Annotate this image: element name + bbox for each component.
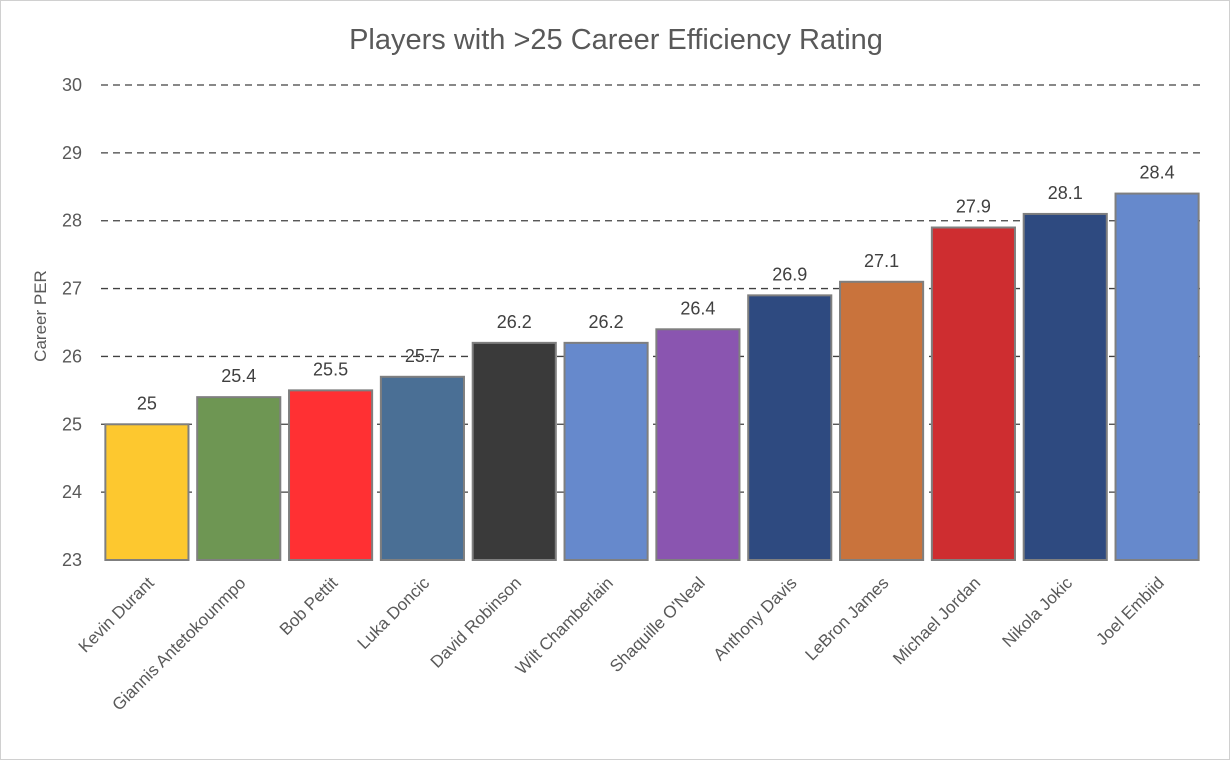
bar xyxy=(288,389,374,561)
data-label: 27.1 xyxy=(864,251,899,271)
y-tick-label: 25 xyxy=(62,414,82,434)
x-tick-label: Joel Embiid xyxy=(1092,573,1168,649)
data-label: 25.4 xyxy=(221,366,256,386)
y-tick-label: 27 xyxy=(62,279,82,299)
gridlines xyxy=(101,84,1203,493)
bar xyxy=(839,280,925,561)
bar xyxy=(104,423,190,561)
bar xyxy=(1022,212,1108,562)
data-label: 28.1 xyxy=(1048,183,1083,203)
bar xyxy=(747,294,833,561)
bar xyxy=(471,341,557,561)
data-label: 26.9 xyxy=(772,264,807,284)
bar xyxy=(655,328,741,561)
x-tick-label: Wilt Chamberlain xyxy=(512,573,617,678)
y-tick-label: 28 xyxy=(62,211,82,231)
x-tick-label: Michael Jordan xyxy=(889,573,984,668)
x-tick-label: Shaquille O'Neal xyxy=(606,573,709,676)
y-axis-ticks: 23 24 25 26 27 28 29 30 xyxy=(62,75,82,570)
data-labels: 25 25.4 25.5 25.7 26.2 26.2 26.4 26.9 27.1 27.9 28… xyxy=(137,163,1175,414)
x-tick-label: Nikola Jokic xyxy=(999,573,1077,651)
x-tick-label: David Robinson xyxy=(427,573,525,671)
x-tick-label: Luka Doncic xyxy=(354,573,434,653)
bars xyxy=(104,192,1200,562)
bar xyxy=(196,396,282,561)
y-axis-label: Career PER xyxy=(31,270,50,362)
x-tick-label: Bob Pettit xyxy=(276,573,342,639)
x-tick-label: Kevin Durant xyxy=(75,573,158,656)
bar xyxy=(930,226,1016,561)
data-label: 25.7 xyxy=(405,346,440,366)
chart-title: Players with >25 Career Efficiency Ratin… xyxy=(349,24,883,56)
y-tick-label: 30 xyxy=(62,75,82,95)
bar xyxy=(1114,192,1200,561)
data-label: 27.9 xyxy=(956,197,991,217)
bar xyxy=(379,375,465,561)
y-tick-label: 29 xyxy=(62,143,82,163)
data-label: 26.2 xyxy=(497,312,532,332)
y-tick-label: 26 xyxy=(62,346,82,366)
data-label: 25 xyxy=(137,393,157,413)
y-tick-label: 24 xyxy=(62,482,82,502)
x-tick-label: LeBron James xyxy=(801,573,892,664)
bar xyxy=(563,341,649,561)
x-tick-label: Anthony Davis xyxy=(710,573,801,664)
data-label: 28.4 xyxy=(1140,163,1175,183)
data-label: 25.5 xyxy=(313,359,348,379)
y-tick-label: 23 xyxy=(62,550,82,570)
data-label: 26.4 xyxy=(680,298,715,318)
data-label: 26.2 xyxy=(589,312,624,332)
